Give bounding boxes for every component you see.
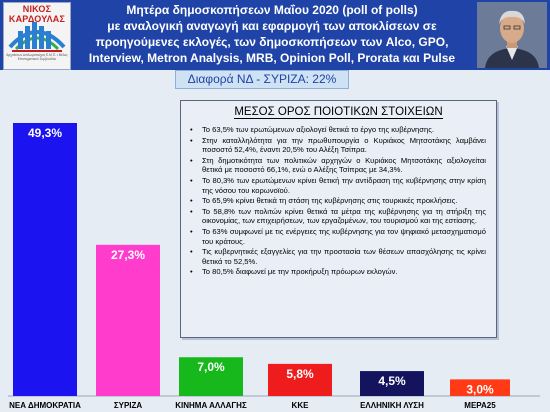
- data-label: 7,0%: [197, 360, 225, 374]
- info-box-title: ΜΕΣΟΣ ΟΡΟΣ ΠΟΙΟΤΙΚΩΝ ΣΤΟΙΧΕΙΩΝ: [181, 106, 496, 119]
- info-list-item: Το 80,3% των ερωτώμενων κρίνει θετική τη…: [189, 176, 486, 195]
- info-list-item: Το 63% συμφωνεί με τις ενέργειες της κυβ…: [189, 227, 486, 246]
- info-list-item: Στη δημοτικότητα των πολιτικών αρχηγών ο…: [189, 156, 486, 175]
- logo-subtitle: Αρχιτέκτων Διπλωματούχος Ε.Μ.Π. • Μέλος …: [6, 53, 68, 61]
- category-label: ΚΙΝΗΜΑ ΑΛΛΑΓΗΣ: [175, 401, 247, 410]
- category-label: ΝΕΑ ΔΗΜΟΚΡΑΤΙΑ: [9, 401, 81, 410]
- info-list: Το 63,5% των ερωτώμενων αξιολογεί θετικά…: [189, 125, 486, 278]
- title-line-3: προηγούμενες εκλογές, των δημοσκοπήσεων …: [95, 35, 449, 49]
- brand-logo: ΝΙΚΟΣ ΚΑΡΔΟΥΛΑΣ Αρχιτέκτων Διπλωματούχος…: [3, 2, 71, 70]
- portrait-icon: [477, 2, 547, 68]
- category-label: ΕΛΛΗΝΙΚΗ ΛΥΣΗ: [360, 401, 424, 410]
- header-banner: ΝΙΚΟΣ ΚΑΡΔΟΥΛΑΣ Αρχιτέκτων Διπλωματούχος…: [0, 0, 550, 70]
- title-line-1: Μητέρα δημοσκοπήσεων Μαΐου 2020 (poll of…: [126, 3, 418, 17]
- title-line-4: Interview, Metron Analysis, MRB, Opinion…: [88, 51, 456, 65]
- info-list-item: Το 58,8% των πολιτών κρίνει θετικά τα μέ…: [189, 207, 486, 226]
- info-list-item: Το 65,9% κρίνει θετικά τη στάση της κυβέ…: [189, 196, 486, 206]
- logo-graphic-icon: [8, 22, 66, 52]
- data-label: 49,3%: [28, 126, 62, 140]
- category-label: ΣΥΡΙΖΑ: [114, 401, 143, 410]
- author-photo: [477, 2, 547, 68]
- page-title: Μητέρα δημοσκοπήσεων Μαΐου 2020 (poll of…: [72, 2, 472, 66]
- info-list-item: Στην καταλληλότητα για την πρωθυπουργία …: [189, 136, 486, 155]
- bar: [450, 379, 510, 396]
- logo-name: ΝΙΚΟΣ ΚΑΡΔΟΥΛΑΣ: [8, 4, 66, 24]
- bar: [13, 123, 77, 396]
- difference-banner: Διαφορά ΝΔ - ΣΥΡΙΖΑ: 22%: [175, 70, 349, 89]
- data-label: 27,3%: [111, 248, 145, 262]
- bar: [360, 371, 424, 396]
- info-box-title-text: ΜΕΣΟΣ ΟΡΟΣ ΠΟΙΟΤΙΚΩΝ ΣΤΟΙΧΕΙΩΝ: [234, 106, 443, 119]
- data-label: 4,5%: [378, 374, 406, 388]
- bar: [268, 363, 332, 396]
- data-label: 5,8%: [286, 367, 314, 381]
- info-list-item: Το 63,5% των ερωτώμενων αξιολογεί θετικά…: [189, 125, 486, 135]
- info-list-item: Το 80,5% διαφωνεί με την προκήρυξη πρόωρ…: [189, 267, 486, 277]
- info-box: ΜΕΣΟΣ ΟΡΟΣ ΠΟΙΟΤΙΚΩΝ ΣΤΟΙΧΕΙΩΝ Το 63,5% …: [180, 100, 497, 338]
- data-label: 3,0%: [466, 382, 494, 396]
- category-label: ΜΕΡΑ25: [464, 401, 496, 410]
- title-line-2: με αναλογική αναγωγή και εφαρμογή των απ…: [107, 19, 437, 33]
- info-list-item: Τις κυβερνητικές εξαγγελίες για την προσ…: [189, 247, 486, 266]
- category-label: ΚΚΕ: [292, 401, 310, 410]
- bar: [96, 244, 160, 396]
- bar: [179, 357, 243, 396]
